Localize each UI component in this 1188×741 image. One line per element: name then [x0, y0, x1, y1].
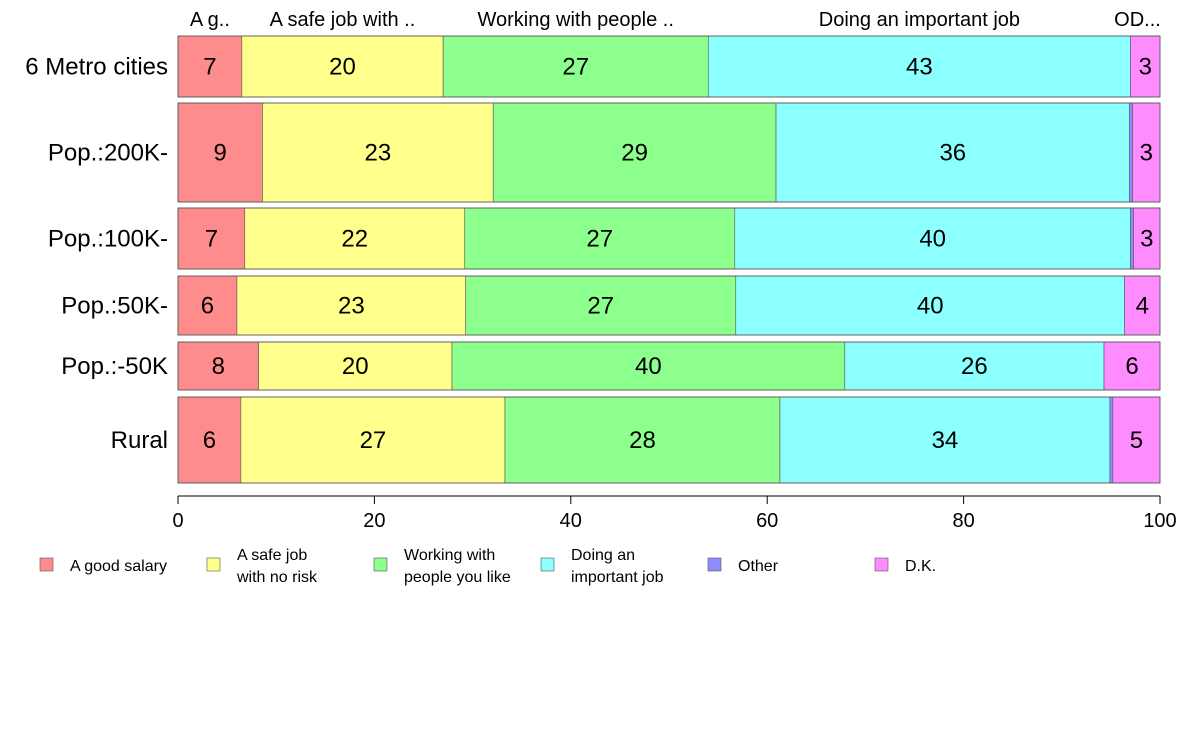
bar-outline	[177, 341, 1161, 391]
data-label: 27	[587, 293, 614, 320]
bar-segment	[844, 341, 1105, 391]
data-label: 34	[932, 427, 959, 454]
category-label: Pop.:-50K	[61, 353, 168, 380]
legend-swatch	[707, 557, 722, 572]
legend-label: Working with	[404, 547, 495, 564]
legend-label: people you like	[404, 569, 511, 586]
data-label: 23	[338, 293, 365, 320]
segment-header-label: A safe job with ..	[270, 9, 416, 31]
data-label: 26	[961, 353, 988, 380]
category-label: Pop.:50K-	[61, 293, 168, 320]
bar-segment	[262, 102, 494, 203]
x-tick-label: 40	[560, 510, 582, 532]
bar-segment	[177, 207, 246, 270]
data-label: 22	[341, 226, 368, 253]
segment-header-label: D...	[1130, 9, 1161, 31]
legend-label: A good salary	[70, 558, 167, 575]
data-label: 6	[1125, 353, 1138, 380]
legend-swatch	[874, 557, 889, 572]
data-label: 3	[1140, 140, 1153, 167]
legend-swatch	[206, 557, 221, 572]
legend-label: D.K.	[905, 558, 936, 575]
data-label: 23	[364, 140, 391, 167]
bar-outline	[177, 35, 1161, 98]
bar-segment	[244, 207, 466, 270]
legend-swatch	[540, 557, 555, 572]
data-label: 5	[1130, 427, 1143, 454]
legend-label: A safe job	[237, 547, 307, 564]
segment-header-label: A g..	[190, 9, 230, 31]
x-tick-label: 0	[172, 510, 183, 532]
bar-outline	[177, 102, 1161, 203]
x-tick-label: 60	[756, 510, 778, 532]
segment-header-label: Doing an important job	[819, 9, 1020, 31]
data-label: 3	[1140, 226, 1153, 253]
bar-segment	[236, 275, 467, 336]
legend-swatch	[373, 557, 388, 572]
bar-segment	[1129, 102, 1133, 203]
x-tick-label: 20	[363, 510, 385, 532]
bar-segment	[177, 396, 242, 484]
bar-segment	[240, 396, 506, 484]
data-label: 27	[586, 226, 613, 253]
bar-segment	[707, 35, 1131, 98]
data-label: 4	[1136, 293, 1149, 320]
data-label: 28	[629, 427, 656, 454]
data-label: 6	[203, 427, 216, 454]
data-label: 20	[342, 353, 369, 380]
bar-segment	[258, 341, 453, 391]
segment-header-label: Working with people ..	[478, 9, 674, 31]
bar-segment	[735, 275, 1125, 336]
bar-outline	[177, 396, 1161, 484]
data-label: 43	[906, 54, 933, 81]
data-label: 7	[203, 54, 216, 81]
legend-swatch	[39, 557, 54, 572]
bar-segment	[1133, 207, 1161, 270]
bar-segment	[779, 396, 1111, 484]
bar-segment	[775, 102, 1130, 203]
data-label: 40	[919, 226, 946, 253]
data-label: 8	[212, 353, 225, 380]
bar-outline	[177, 275, 1161, 336]
data-label: 40	[635, 353, 662, 380]
data-label: 3	[1139, 54, 1152, 81]
segment-header-label: O..	[1114, 9, 1141, 31]
bar-segment	[492, 102, 777, 203]
data-label: 9	[214, 140, 227, 167]
category-label: 6 Metro cities	[25, 54, 168, 81]
category-label: Rural	[111, 427, 168, 454]
data-label: 27	[562, 54, 589, 81]
data-label: 20	[329, 54, 356, 81]
bar-segment	[734, 207, 1131, 270]
data-label: 36	[939, 140, 966, 167]
category-label: Pop.:200K-	[48, 140, 168, 167]
bar-outline	[177, 207, 1161, 270]
data-label: 27	[360, 427, 387, 454]
data-label: 6	[201, 293, 214, 320]
data-label: 7	[205, 226, 218, 253]
x-tick-label: 100	[1143, 510, 1176, 532]
bar-segment	[177, 341, 259, 391]
bar-segment	[451, 341, 846, 391]
category-label: Pop.:100K-	[48, 226, 168, 253]
bar-segment	[1130, 207, 1134, 270]
bar-segment	[1109, 396, 1114, 484]
legend-label: important job	[571, 569, 664, 586]
data-label: 40	[917, 293, 944, 320]
x-tick-label: 80	[952, 510, 974, 532]
legend-label: with no risk	[236, 569, 318, 586]
data-label: 29	[621, 140, 648, 167]
legend-label: Doing an	[571, 547, 635, 564]
legend-label: Other	[738, 558, 779, 575]
